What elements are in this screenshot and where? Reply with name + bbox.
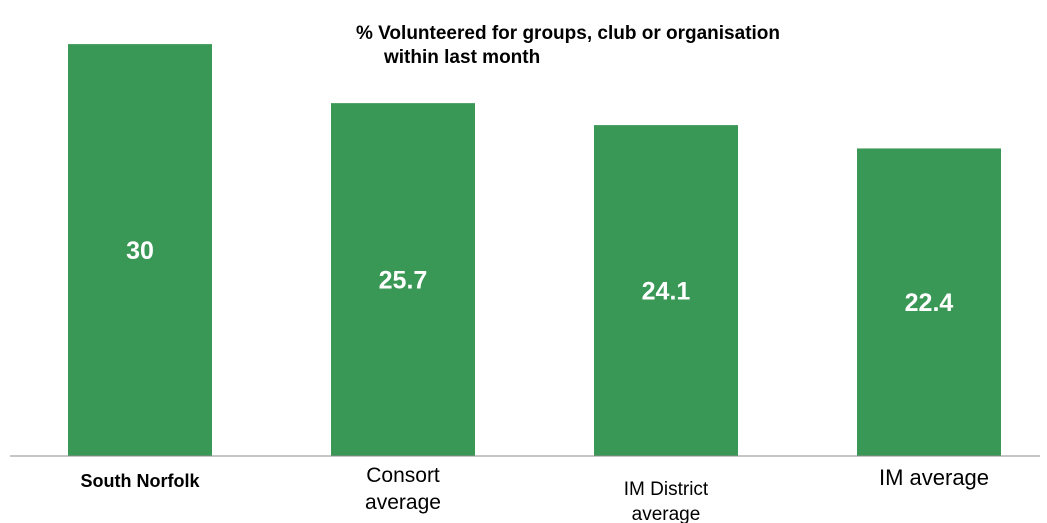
bar-2 [331, 103, 475, 456]
bars-group: 30 25.7 24.1 22.4 [68, 44, 1001, 457]
bar-4 [857, 148, 1001, 456]
category-label-2: Consort average [365, 464, 441, 514]
category-label-3: IM District average [624, 479, 709, 523]
bar-value-label-1: 30 [126, 237, 154, 265]
bar-3 [594, 125, 738, 457]
category-label-1: South Norfolk [81, 471, 201, 491]
bar-1 [68, 44, 212, 456]
category-label-4: IM average [879, 465, 989, 490]
category-labels-group: South Norfolk Consort average IM District av… [81, 464, 990, 523]
bar-value-label-2: 25.7 [379, 267, 428, 295]
bar-value-label-3: 24.1 [642, 278, 691, 306]
chart-title: % Volunteered for groups, club or organi… [356, 23, 780, 44]
chart-title-line2: within last month [383, 47, 540, 68]
bar-value-label-4: 22.4 [905, 289, 954, 317]
